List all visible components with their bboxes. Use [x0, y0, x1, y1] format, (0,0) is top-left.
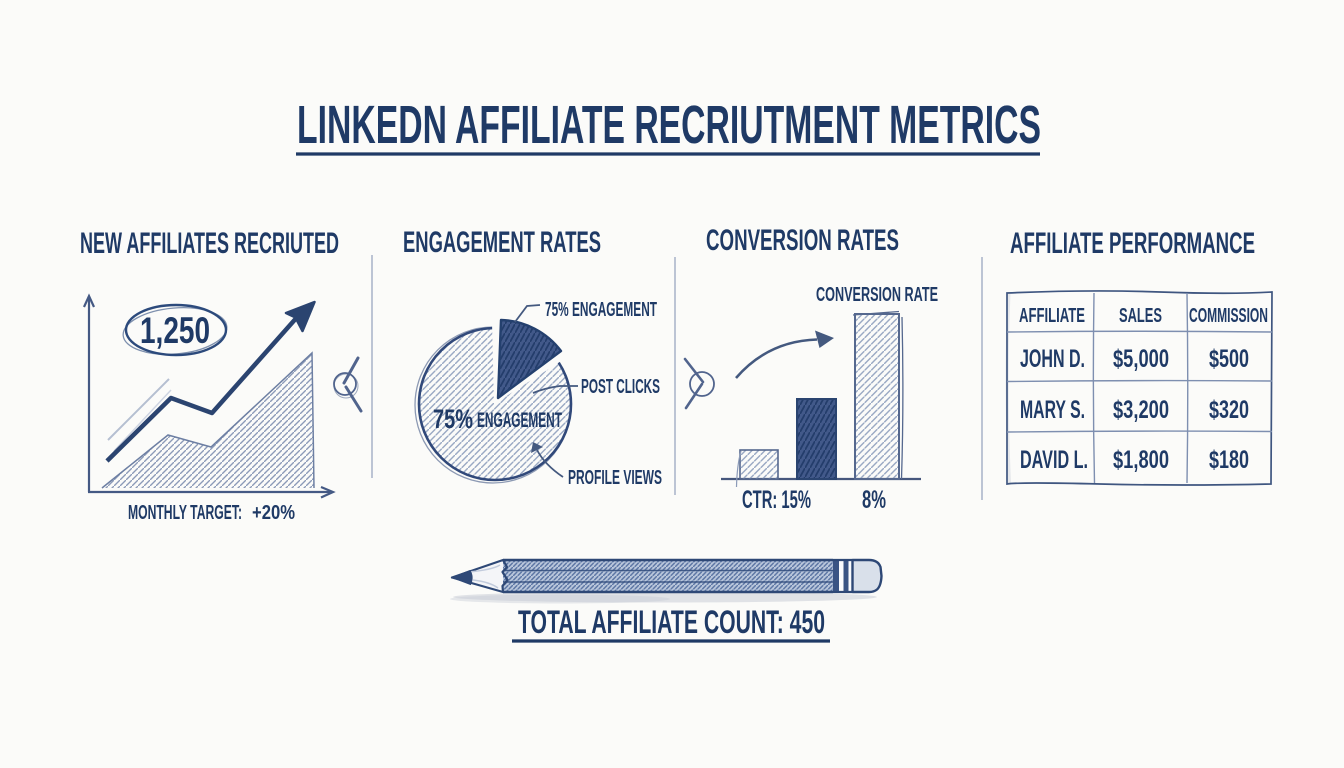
svg-text:75%: 75% — [433, 404, 473, 434]
svg-text:ENGAGEMENT: ENGAGEMENT — [477, 409, 562, 432]
svg-text:SALES: SALES — [1119, 305, 1162, 327]
svg-text:$3,200: $3,200 — [1113, 396, 1169, 424]
svg-text:$1,800: $1,800 — [1113, 446, 1169, 474]
svg-text:$5,000: $5,000 — [1113, 345, 1169, 373]
svg-text:$320: $320 — [1209, 396, 1249, 424]
svg-text:75% ENGAGEMENT: 75% ENGAGEMENT — [545, 299, 657, 321]
svg-text:POST CLICKS: POST CLICKS — [581, 376, 660, 398]
svg-text:1,250: 1,250 — [140, 310, 210, 351]
svg-text:8%: 8% — [862, 486, 886, 514]
svg-text:AFFILIATE PERFORMANCE: AFFILIATE PERFORMANCE — [1010, 227, 1255, 260]
svg-text:TOTAL AFFILIATE COUNT: 450: TOTAL AFFILIATE COUNT: 450 — [518, 604, 825, 640]
svg-text:$500: $500 — [1209, 345, 1249, 373]
svg-text:CTR: 15%: CTR: 15% — [742, 486, 811, 514]
svg-text:CONVERSION RATES: CONVERSION RATES — [706, 224, 899, 257]
svg-text:ENGAGEMENT RATES: ENGAGEMENT RATES — [403, 226, 601, 259]
svg-text:CONVERSION RATE: CONVERSION RATE — [816, 284, 938, 306]
svg-text:NEW AFFILIATES RECRIUTED: NEW AFFILIATES RECRIUTED — [80, 227, 339, 260]
svg-text:JOHN D.: JOHN D. — [1020, 345, 1085, 373]
svg-text:LINKEDN AFFILIATE RECRIUTMENT: LINKEDN AFFILIATE RECRIUTMENT METRICS — [297, 95, 1041, 155]
svg-text:MONTHLY TARGET:: MONTHLY TARGET: — [128, 502, 242, 524]
svg-text:PROFILE VIEWS: PROFILE VIEWS — [568, 467, 662, 489]
svg-text:AFFILIATE: AFFILIATE — [1019, 305, 1085, 327]
svg-text:+20%: +20% — [252, 502, 295, 524]
svg-text:$180: $180 — [1209, 446, 1249, 474]
svg-text:MARY S.: MARY S. — [1020, 396, 1085, 424]
svg-text:COMMISSION: COMMISSION — [1189, 305, 1268, 327]
svg-text:DAVID L.: DAVID L. — [1020, 446, 1088, 474]
